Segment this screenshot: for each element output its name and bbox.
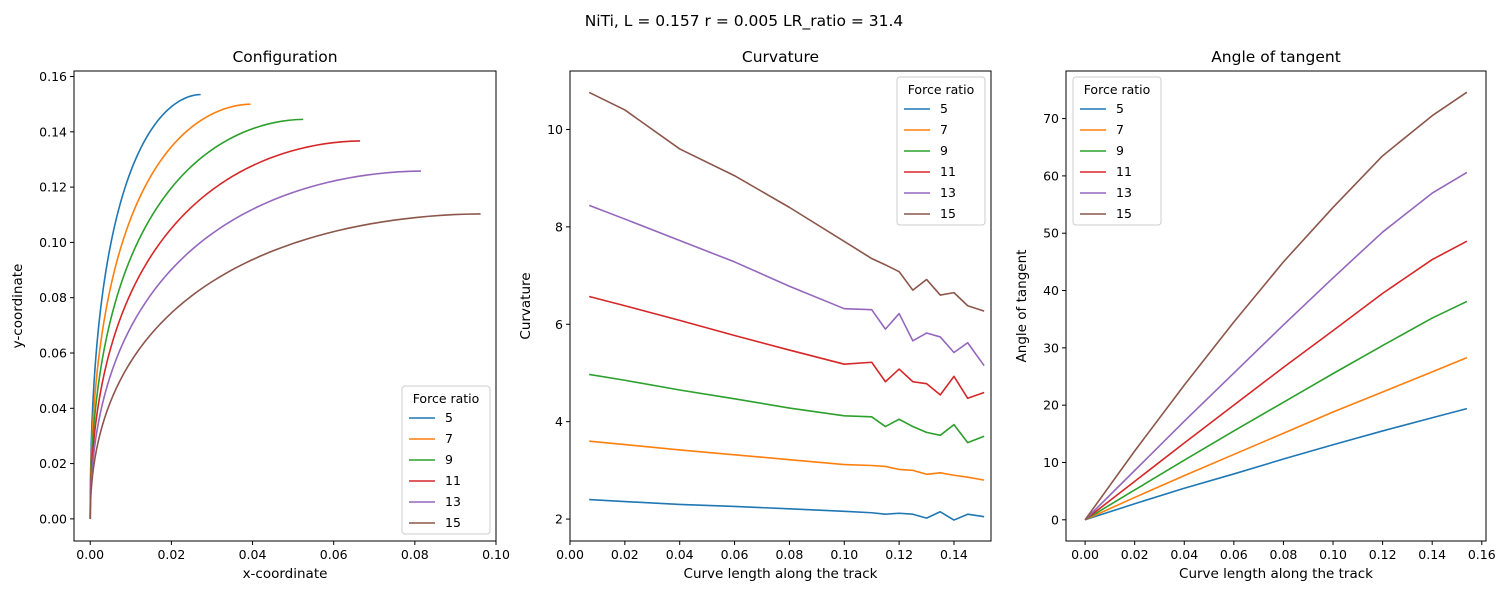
y-tick-label: 10: [1043, 455, 1059, 470]
legend-entry: 5: [445, 410, 453, 425]
x-tick-label: 0.14: [940, 547, 968, 562]
legend-entry: 13: [940, 185, 956, 200]
legend: Force ratio 5 7 9 11 13 15: [897, 77, 985, 225]
y-tick-label: 10: [547, 122, 563, 137]
x-tick-label: 0.08: [401, 547, 429, 562]
y-tick-label: 40: [1043, 283, 1059, 298]
legend-entry: 13: [1116, 185, 1132, 200]
series-line-7: [1085, 358, 1467, 520]
panel-title: Curvature: [742, 48, 819, 66]
y-tick-label: 4: [555, 414, 563, 429]
x-tick-label: 0.04: [666, 547, 694, 562]
x-tick-label: 0.00: [76, 547, 104, 562]
y-tick-label: 0.02: [39, 456, 67, 471]
x-tick-label: 0.00: [1071, 547, 1099, 562]
legend-title: Force ratio: [908, 82, 975, 97]
y-tick-label: 60: [1043, 168, 1059, 183]
legend-entry: 11: [940, 164, 956, 179]
y-tick-label: 0.12: [39, 180, 67, 195]
legend-entry: 13: [445, 494, 461, 509]
x-tick-label: 0.12: [1369, 547, 1397, 562]
x-tick-label: 0.08: [1270, 547, 1298, 562]
series-line-7: [589, 441, 984, 480]
x-tick-label: 0.08: [775, 547, 803, 562]
x-tick-label: 0.06: [320, 547, 348, 562]
x-axis-label: Curve length along the track: [1179, 566, 1373, 582]
series-line-13: [589, 205, 984, 365]
y-tick-label: 20: [1043, 398, 1059, 413]
y-tick-label: 2: [555, 512, 563, 527]
y-tick-label: 0: [1051, 512, 1059, 527]
x-tick-label: 0.04: [1170, 547, 1198, 562]
x-axis-label: x-coordinate: [243, 566, 328, 582]
legend-entry: 9: [940, 143, 948, 158]
y-tick-label: 8: [555, 219, 563, 234]
y-tick-label: 30: [1043, 340, 1059, 355]
series-line-11: [589, 297, 984, 399]
x-tick-label: 0.02: [611, 547, 639, 562]
x-tick-label: 0.16: [1468, 547, 1496, 562]
panel-0: Configuration 0.00 0.02 0.04 0.06 0.08 0.10 0.0…: [10, 48, 510, 582]
y-axis-label: y-coordinate: [10, 264, 26, 349]
legend-entry: 5: [940, 101, 948, 116]
x-tick-label: 0.02: [157, 547, 185, 562]
legend-entry: 7: [1116, 122, 1124, 137]
panel-title: Configuration: [232, 48, 337, 66]
y-axis-label: Curvature: [518, 272, 534, 339]
y-tick-label: 0.08: [39, 290, 67, 305]
series-line-5: [589, 500, 984, 520]
x-tick-label: 0.04: [239, 547, 267, 562]
legend-title: Force ratio: [1084, 82, 1151, 97]
y-tick-label: 6: [555, 317, 563, 332]
y-axis-label: Angle of tangent: [1014, 250, 1030, 363]
x-tick-label: 0.10: [1319, 547, 1347, 562]
legend-entry: 11: [1116, 164, 1132, 179]
x-tick-label: 0.12: [885, 547, 913, 562]
x-tick-label: 0.02: [1121, 547, 1149, 562]
y-tick-label: 0.16: [39, 69, 67, 84]
panel-2: Angle of tangent 0.00 0.02 0.04 0.06 0.08 0.10…: [1014, 48, 1496, 582]
legend: Force ratio 5 7 9 11 13 15: [1073, 77, 1161, 225]
x-tick-label: 0.10: [830, 547, 858, 562]
y-tick-label: 0.04: [39, 401, 67, 416]
y-tick-label: 70: [1043, 111, 1059, 126]
legend-entry: 7: [445, 431, 453, 446]
y-tick-label: 50: [1043, 226, 1059, 241]
y-tick-label: 0.14: [39, 124, 67, 139]
series-line-7: [90, 104, 250, 519]
panel-title: Angle of tangent: [1211, 48, 1341, 66]
x-axis-label: Curve length along the track: [684, 566, 878, 582]
series-line-9: [589, 374, 984, 442]
legend-entry: 5: [1116, 101, 1124, 116]
suptitle: NiTi, L = 0.157 r = 0.005 LR_ratio = 31.…: [585, 12, 904, 31]
legend-entry: 9: [445, 452, 453, 467]
legend: Force ratio 5 7 9 11 13 15: [402, 386, 490, 534]
legend-entry: 9: [1116, 143, 1124, 158]
legend-entry: 15: [940, 206, 956, 221]
legend-title: Force ratio: [413, 391, 480, 406]
series-line-9: [90, 119, 303, 519]
legend-entry: 15: [1116, 206, 1132, 221]
x-tick-label: 0.10: [482, 547, 510, 562]
x-tick-label: 0.06: [721, 547, 749, 562]
legend-entry: 7: [940, 122, 948, 137]
y-tick-label: 0.06: [39, 346, 67, 361]
x-tick-label: 0.06: [1220, 547, 1248, 562]
series-line-9: [1085, 301, 1467, 519]
x-tick-label: 0.14: [1418, 547, 1446, 562]
y-tick-label: 0.00: [39, 511, 67, 526]
legend-entry: 15: [445, 515, 461, 530]
legend-entry: 11: [445, 473, 461, 488]
panel-1: Curvature 0.00 0.02 0.04 0.06 0.08 0.10 0.12 0.1…: [518, 48, 991, 582]
series-line-5: [1085, 409, 1467, 520]
x-tick-label: 0.00: [556, 547, 584, 562]
y-tick-label: 0.10: [39, 235, 67, 250]
series-line-11: [90, 141, 360, 519]
